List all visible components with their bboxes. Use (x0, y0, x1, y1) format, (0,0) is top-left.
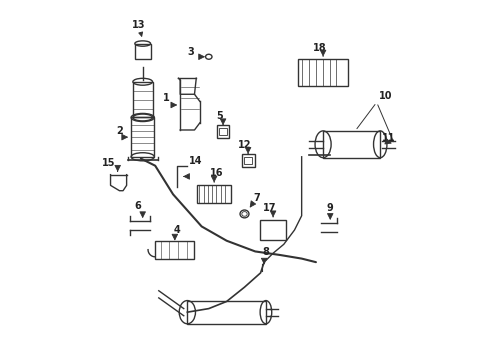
Bar (323, 131, 380, 158)
Text: 16: 16 (210, 168, 224, 179)
Text: 8: 8 (262, 247, 269, 257)
Bar (135, 44, 150, 59)
Text: 13: 13 (132, 20, 145, 36)
Bar (155, 241, 194, 258)
Text: 1: 1 (162, 93, 169, 103)
Text: 3: 3 (187, 47, 194, 57)
Text: 9: 9 (326, 203, 333, 213)
Text: 15: 15 (102, 158, 115, 168)
Text: 18: 18 (312, 42, 325, 53)
Text: 5: 5 (216, 111, 223, 121)
Bar (187, 301, 265, 324)
Bar (133, 82, 152, 117)
Bar (219, 128, 226, 135)
Text: 12: 12 (237, 140, 251, 150)
Text: 4: 4 (173, 225, 180, 234)
Bar (131, 117, 154, 157)
Text: 17: 17 (262, 203, 276, 213)
Bar (216, 125, 229, 138)
Bar (298, 59, 347, 86)
Text: 6: 6 (134, 201, 141, 211)
Text: 7: 7 (253, 193, 260, 203)
Bar (197, 185, 231, 203)
Text: 10: 10 (378, 91, 391, 101)
Text: 2: 2 (116, 126, 122, 136)
Text: 11: 11 (381, 133, 395, 143)
Text: 14: 14 (189, 156, 202, 166)
Bar (241, 154, 254, 167)
Bar (244, 157, 251, 164)
Bar (259, 220, 286, 240)
